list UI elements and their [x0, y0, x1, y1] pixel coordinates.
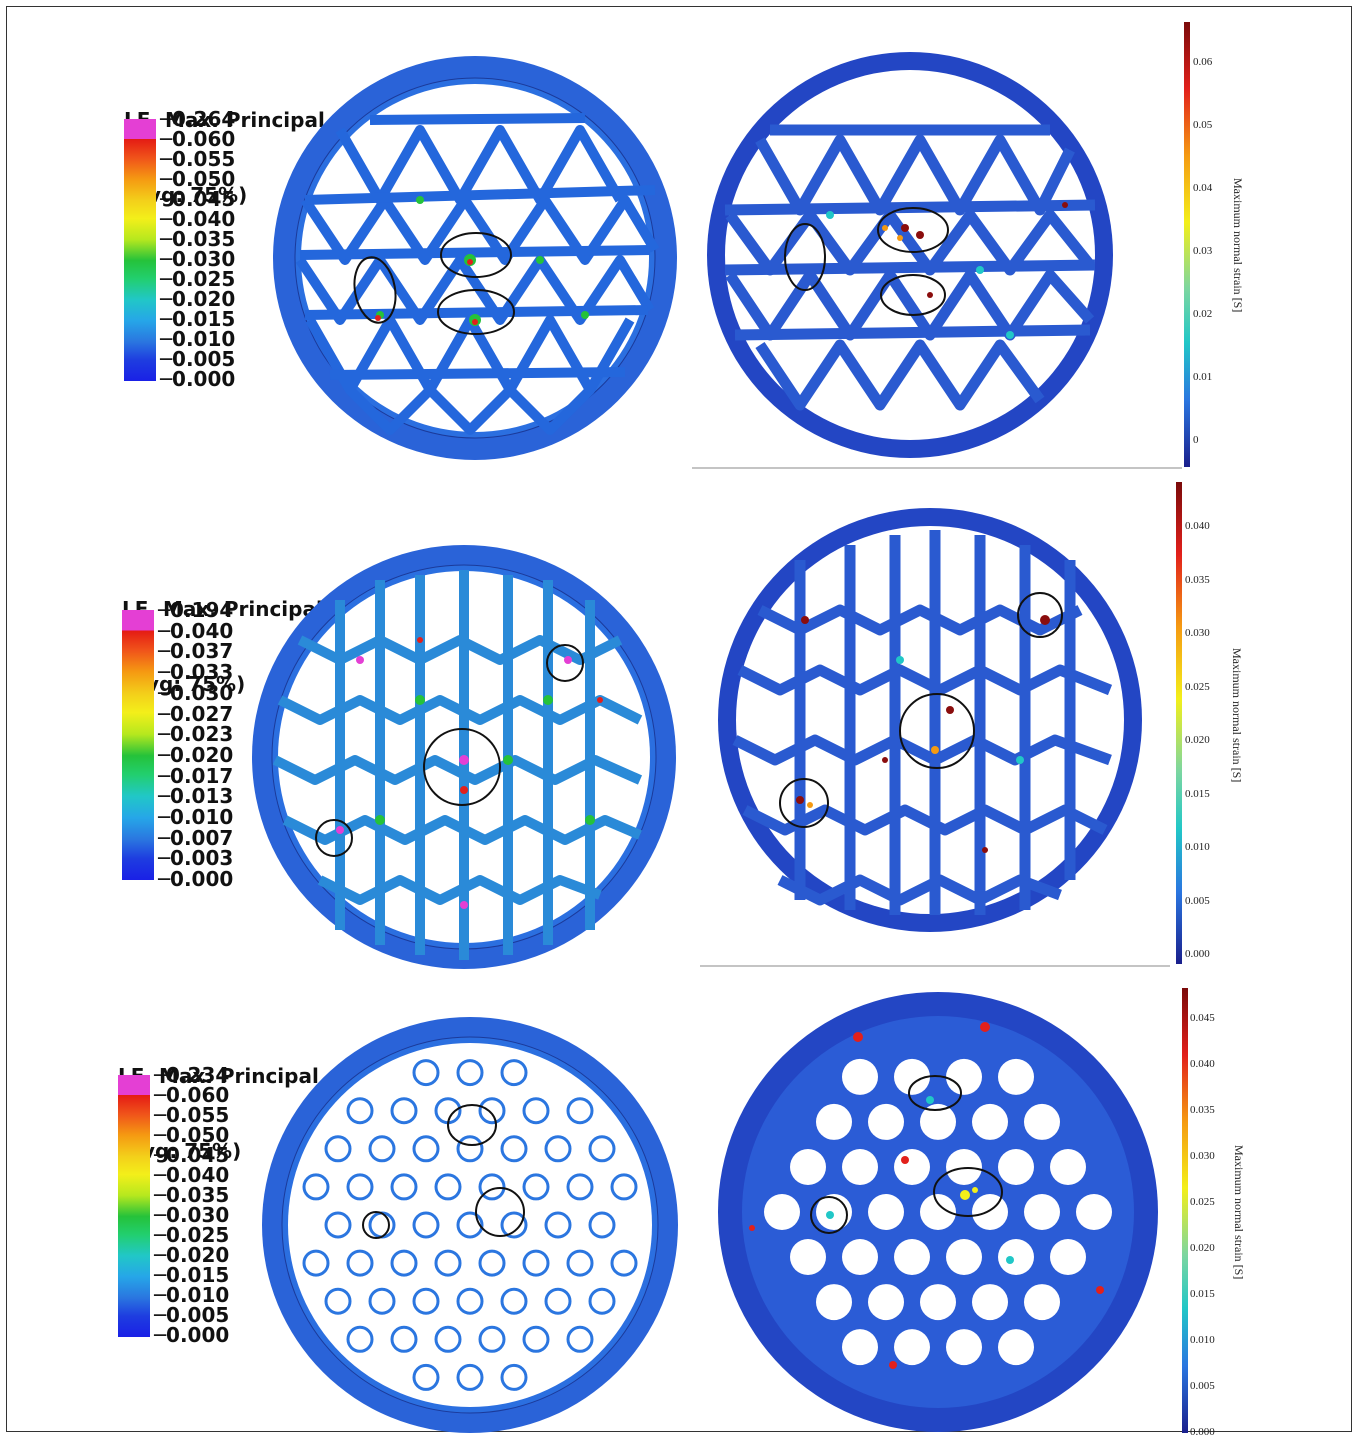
figure-frame — [6, 6, 1352, 1432]
legend-value: ─0.020 — [154, 1243, 230, 1267]
legend-value: ─0.000 — [158, 867, 234, 892]
colorbar-tick-label: 0.04 — [1193, 182, 1213, 194]
colorbar-tick-label: 0.030 — [1190, 1150, 1215, 1162]
legend-value: ─0.030 — [154, 1203, 230, 1227]
legend-value: ─0.007 — [158, 825, 234, 850]
colorbar-tick-label: 0.01 — [1193, 371, 1213, 383]
colorbar-tick-label: 0.005 — [1185, 894, 1210, 907]
legend-value: ─0.000 — [154, 1323, 230, 1347]
legend-value: ─0.005 — [154, 1303, 230, 1327]
colorbar-tick-label: 0.06 — [1193, 56, 1213, 68]
colorbar-tick-label: 0.025 — [1190, 1196, 1215, 1208]
legend-value: ─0.027 — [158, 701, 234, 726]
colorbar-title: Maximum normal strain [S] — [1232, 1145, 1246, 1280]
colorbar-tick-label: 0.035 — [1185, 573, 1210, 586]
legend-value: ─0.010 — [158, 805, 234, 829]
legend-value: ─0.030 — [158, 680, 234, 705]
legend-value: ─0.015 — [160, 307, 236, 331]
colorbar-tick-label: 0.015 — [1185, 787, 1210, 800]
legend-value: ─0.005 — [160, 347, 236, 371]
legend-value: ─0.017 — [158, 763, 234, 788]
legend-value: ─0.050 — [154, 1123, 230, 1147]
legend-value: ─0.037 — [158, 639, 234, 664]
legend-value: ─0.234 — [154, 1063, 230, 1087]
colorbar-title: Maximum normal strain [S] — [1230, 648, 1244, 783]
colorbar-tick-label: 0.010 — [1185, 841, 1210, 853]
colorbar-tick-label: 0.035 — [1190, 1104, 1215, 1116]
legend-value: ─0.040 — [160, 207, 236, 231]
legend-value: ─0.055 — [154, 1103, 230, 1127]
legend-value: ─0.040 — [158, 618, 234, 643]
colorbar-tick-label: 0.020 — [1185, 734, 1210, 746]
legend-value: ─0.264 — [160, 107, 236, 131]
legend-value: ─0.045 — [154, 1143, 230, 1167]
legend-value: ─0.060 — [160, 127, 236, 151]
legend-value: ─0.030 — [160, 247, 236, 271]
contour-legend-bar — [124, 119, 156, 381]
colorbar-title: Maximum normal strain [S] — [1231, 178, 1245, 313]
legend-value: ─0.025 — [160, 267, 236, 291]
legend-value: ─0.025 — [154, 1223, 230, 1247]
colorbar-tick-label: 0.045 — [1190, 1012, 1215, 1024]
legend-value: ─0.000 — [160, 367, 236, 391]
contour-legend-bar — [118, 1075, 150, 1337]
colorbar-tick-label: 0.010 — [1190, 1334, 1215, 1346]
legend-value: ─0.010 — [154, 1283, 230, 1307]
legend-value: ─0.050 — [160, 167, 236, 191]
legend-value: ─0.045 — [160, 187, 236, 211]
legend-value: ─0.010 — [160, 327, 236, 351]
legend-value: ─0.013 — [158, 784, 234, 809]
colorbar-tick-label: 0.000 — [1190, 1426, 1215, 1438]
colorbar-tick-label: 0.05 — [1193, 119, 1213, 131]
legend-value: ─0.194 — [158, 598, 234, 622]
colorbar-tick-label: 0.030 — [1185, 627, 1210, 639]
legend-value: ─0.035 — [154, 1183, 230, 1207]
colorbar-tick-label: 0.02 — [1193, 308, 1213, 320]
legend-value: ─0.055 — [160, 147, 236, 171]
colorbar-tick-label: 0.025 — [1185, 680, 1210, 693]
legend-value: ─0.033 — [158, 660, 234, 685]
legend-value: ─0.015 — [154, 1263, 230, 1287]
legend-value: ─0.035 — [160, 227, 236, 251]
colorbar-tick-label: 0.020 — [1190, 1242, 1215, 1254]
legend-value: ─0.060 — [154, 1083, 230, 1107]
legend-value: ─0.003 — [158, 846, 234, 871]
colorbar-tick-label: 0.040 — [1190, 1058, 1215, 1070]
legend-value: ─0.040 — [154, 1163, 230, 1187]
colorbar-tick-label: 0.000 — [1185, 948, 1210, 960]
colorbar-tick-label: 0.005 — [1190, 1380, 1215, 1392]
colorbar-tick-label: 0.03 — [1193, 245, 1213, 257]
colorbar-tick-label: 0.015 — [1190, 1288, 1215, 1300]
legend-value: ─0.020 — [158, 742, 234, 767]
contour-legend-bar — [122, 610, 154, 880]
legend-value: ─0.020 — [160, 287, 236, 311]
colorbar-tick-label: 0.040 — [1185, 520, 1210, 532]
legend-value: ─0.023 — [158, 722, 234, 747]
colorbar-tick-label: 0 — [1193, 434, 1199, 446]
